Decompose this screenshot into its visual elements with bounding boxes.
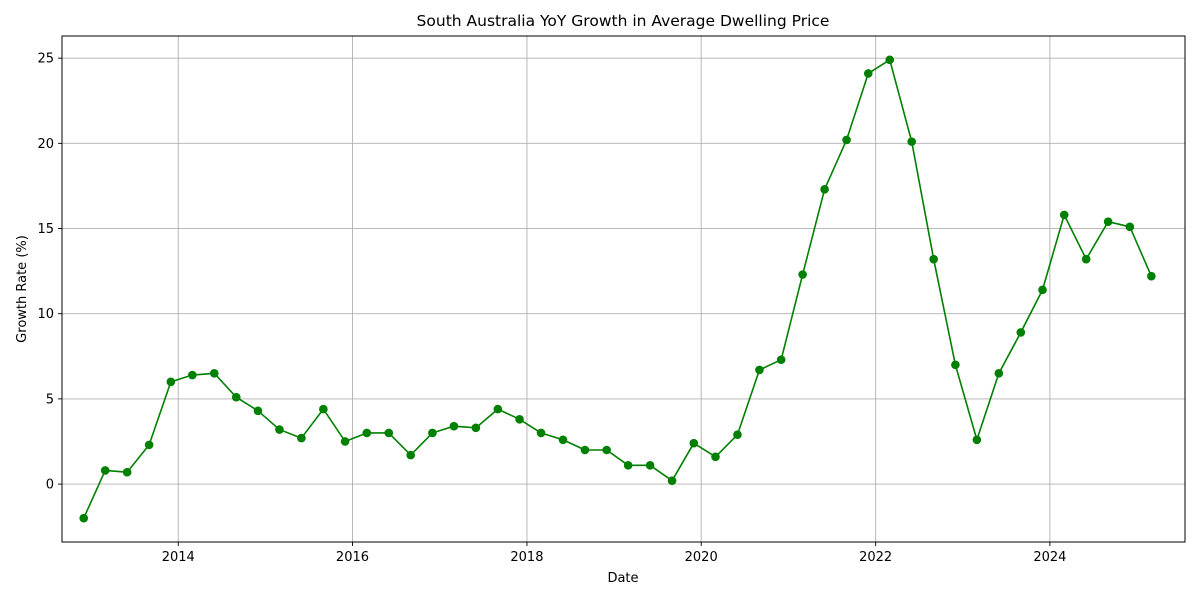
data-point — [602, 445, 611, 455]
data-point — [1103, 217, 1113, 226]
x-tick-label: 2024 — [1033, 550, 1066, 565]
data-point — [842, 135, 851, 145]
x-tick-label: 2016 — [336, 550, 369, 565]
data-point — [907, 137, 917, 146]
data-point — [362, 428, 372, 438]
data-point — [122, 467, 132, 477]
data-point — [667, 476, 677, 485]
data-point — [166, 377, 176, 387]
data-point — [733, 430, 742, 439]
plot-frame — [61, 35, 1186, 543]
data-point — [144, 440, 154, 450]
x-tick-label: 2014 — [162, 550, 195, 565]
x-tick-label: 2022 — [859, 550, 892, 565]
data-point — [297, 433, 306, 443]
data-point — [1125, 222, 1135, 232]
data-point — [776, 355, 786, 365]
tick-layer: 2014 2016 2018 2020 2022 2024 0 5 10 15 20 25 — [37, 52, 1066, 565]
data-point — [689, 438, 699, 448]
data-point — [711, 452, 720, 462]
data-point — [994, 369, 1004, 378]
data-point — [798, 270, 807, 279]
data-point — [449, 421, 459, 431]
data-point — [820, 185, 829, 194]
data-point — [1059, 210, 1069, 220]
y-tick-label: 20 — [37, 137, 54, 152]
data-point — [536, 428, 546, 438]
data-point — [384, 428, 394, 438]
y-tick-label: 5 — [46, 392, 54, 407]
data-point — [1038, 285, 1047, 295]
data-point — [623, 461, 633, 470]
x-axis-label: Date — [607, 571, 638, 586]
data-point — [580, 445, 590, 455]
data-point — [319, 404, 328, 414]
data-point — [275, 425, 284, 434]
data-point — [972, 435, 982, 445]
data-point — [558, 435, 568, 445]
data-point — [231, 392, 241, 402]
x-tick-label: 2020 — [685, 550, 718, 565]
data-point — [209, 369, 219, 378]
data-point — [755, 365, 764, 375]
data-point — [100, 466, 110, 475]
y-tick-label: 0 — [46, 478, 54, 493]
data-point — [1147, 271, 1156, 281]
data-point — [1081, 254, 1091, 264]
data-point — [1016, 328, 1026, 337]
chart-title: South Australia YoY Growth in Average Dw… — [417, 12, 830, 30]
data-point — [406, 450, 416, 460]
y-axis-label: Growth Rate (%) — [15, 235, 30, 343]
y-tick-label: 10 — [37, 307, 54, 322]
data-point — [340, 437, 350, 446]
data-point — [885, 55, 895, 65]
data-point — [515, 415, 524, 424]
data-point — [188, 370, 197, 380]
data-point — [645, 461, 655, 470]
series-line — [82, 59, 1153, 519]
data-point — [471, 423, 481, 433]
data-point — [951, 360, 960, 370]
data-point — [79, 513, 89, 523]
data-point — [428, 428, 437, 438]
data-point — [493, 404, 503, 414]
data-point — [253, 406, 263, 416]
y-tick-label: 15 — [37, 222, 54, 237]
grid-layer — [62, 36, 1185, 542]
series-layer — [79, 55, 1156, 523]
data-point — [863, 69, 873, 78]
y-tick-label: 25 — [37, 52, 54, 67]
data-point — [929, 254, 938, 264]
x-tick-label: 2018 — [510, 550, 543, 565]
